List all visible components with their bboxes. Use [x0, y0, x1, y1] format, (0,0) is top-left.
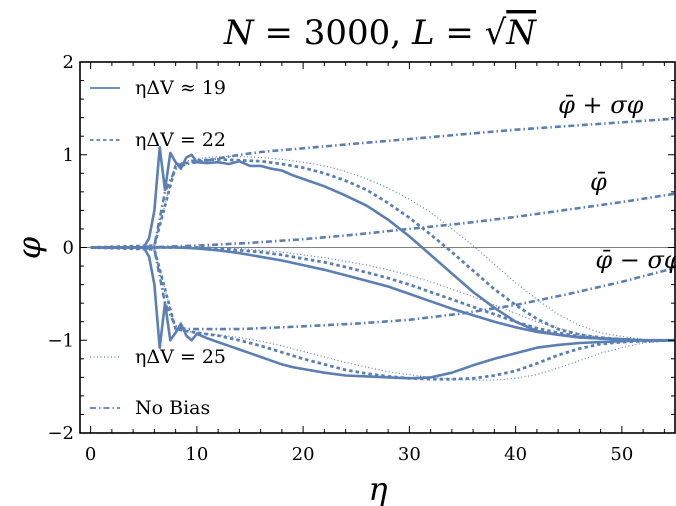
x-tick-label: 40 [504, 444, 527, 465]
series-dashdot-upper [90, 117, 676, 249]
x-tick-label: 50 [610, 444, 633, 465]
x-tick-label: 30 [398, 444, 421, 465]
y-tick-label: 2 [63, 52, 74, 73]
series-dotted-mean [90, 246, 675, 341]
legend-label-solid: ηΔV ≈ 19 [135, 77, 226, 99]
chart-title: N = 3000, L = √N [223, 13, 537, 53]
annotation-label: φ̄ + σφ [558, 91, 644, 119]
series-solid-upper [90, 146, 675, 342]
x-tick-label: 0 [85, 444, 96, 465]
x-tick-label: 20 [292, 444, 315, 465]
annotation-layer: φ̄ + σφ φ̄ φ̄ − σφ [558, 91, 676, 274]
series-layer [90, 117, 676, 381]
series-solid-lower [90, 246, 675, 380]
y-tick-label: −2 [47, 423, 74, 444]
series-dashed-mean [90, 246, 675, 342]
y-axis-label: φ [10, 236, 48, 259]
tick-label-layer: 0 10 20 30 40 50 −2 −1 0 1 2 [47, 52, 633, 465]
annotation-label: φ̄ [590, 168, 607, 196]
axis-layer [79, 61, 676, 434]
x-tick-label: 10 [185, 444, 208, 465]
series-dashdot-mean [90, 192, 676, 249]
y-tick-label: −1 [47, 330, 74, 351]
series-dashed-upper [90, 157, 675, 342]
legend-label-dotted: ηΔV = 25 [135, 346, 226, 368]
annotation-label: φ̄ − σφ [595, 246, 676, 274]
legend: ηΔV ≈ 19 ηΔV = 22 ηΔV = 25 No Bias [90, 77, 226, 419]
series-dashdot-lower [90, 246, 676, 331]
x-axis-label: η [368, 470, 387, 506]
series-dotted-lower [90, 246, 676, 381]
legend-label-dashdot: No Bias [135, 397, 210, 419]
y-tick-label: 1 [63, 145, 74, 166]
y-tick-label: 0 [63, 238, 74, 259]
legend-label-dashed: ηΔV = 22 [135, 129, 226, 151]
